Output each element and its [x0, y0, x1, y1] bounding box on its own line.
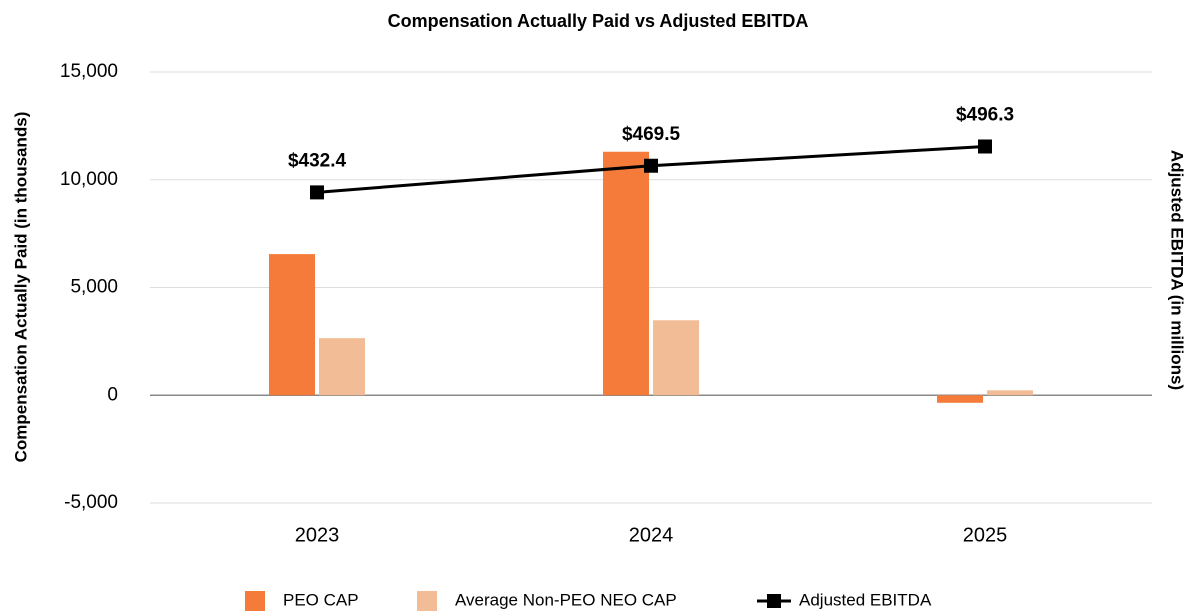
y-tick-label: 0 [107, 384, 118, 405]
legend-swatch [767, 594, 781, 608]
x-tick-label: 2025 [963, 524, 1008, 546]
legend-swatch [417, 591, 437, 611]
line-marker [310, 185, 324, 200]
x-tick-label: 2023 [295, 524, 340, 546]
legend-swatch [245, 591, 265, 611]
x-tick-label: 2024 [629, 524, 674, 546]
legend-label: PEO CAP [283, 590, 359, 609]
data-label: $432.4 [288, 150, 347, 171]
legend-label: Adjusted EBITDA [799, 590, 932, 609]
chart-title: Compensation Actually Paid vs Adjusted E… [388, 11, 809, 31]
y-tick-label: 10,000 [60, 169, 118, 190]
y-axis-title: Compensation Actually Paid (in thousands… [11, 112, 30, 463]
bar [319, 338, 365, 396]
y2-axis-title: Adjusted EBITDA (in millions) [1168, 150, 1187, 390]
legend-label: Average Non-PEO NEO CAP [455, 590, 677, 609]
bar [987, 390, 1033, 396]
data-label: $496.3 [956, 105, 1014, 126]
data-label: $469.5 [622, 124, 681, 145]
bar [269, 254, 315, 396]
y-tick-label: 5,000 [70, 277, 118, 298]
line-marker [978, 139, 992, 154]
bar [653, 320, 699, 396]
y-tick-label: 15,000 [60, 61, 118, 82]
line-marker [644, 158, 658, 173]
y-tick-label: -5,000 [64, 492, 118, 513]
bar [603, 151, 649, 396]
bar [937, 395, 983, 403]
